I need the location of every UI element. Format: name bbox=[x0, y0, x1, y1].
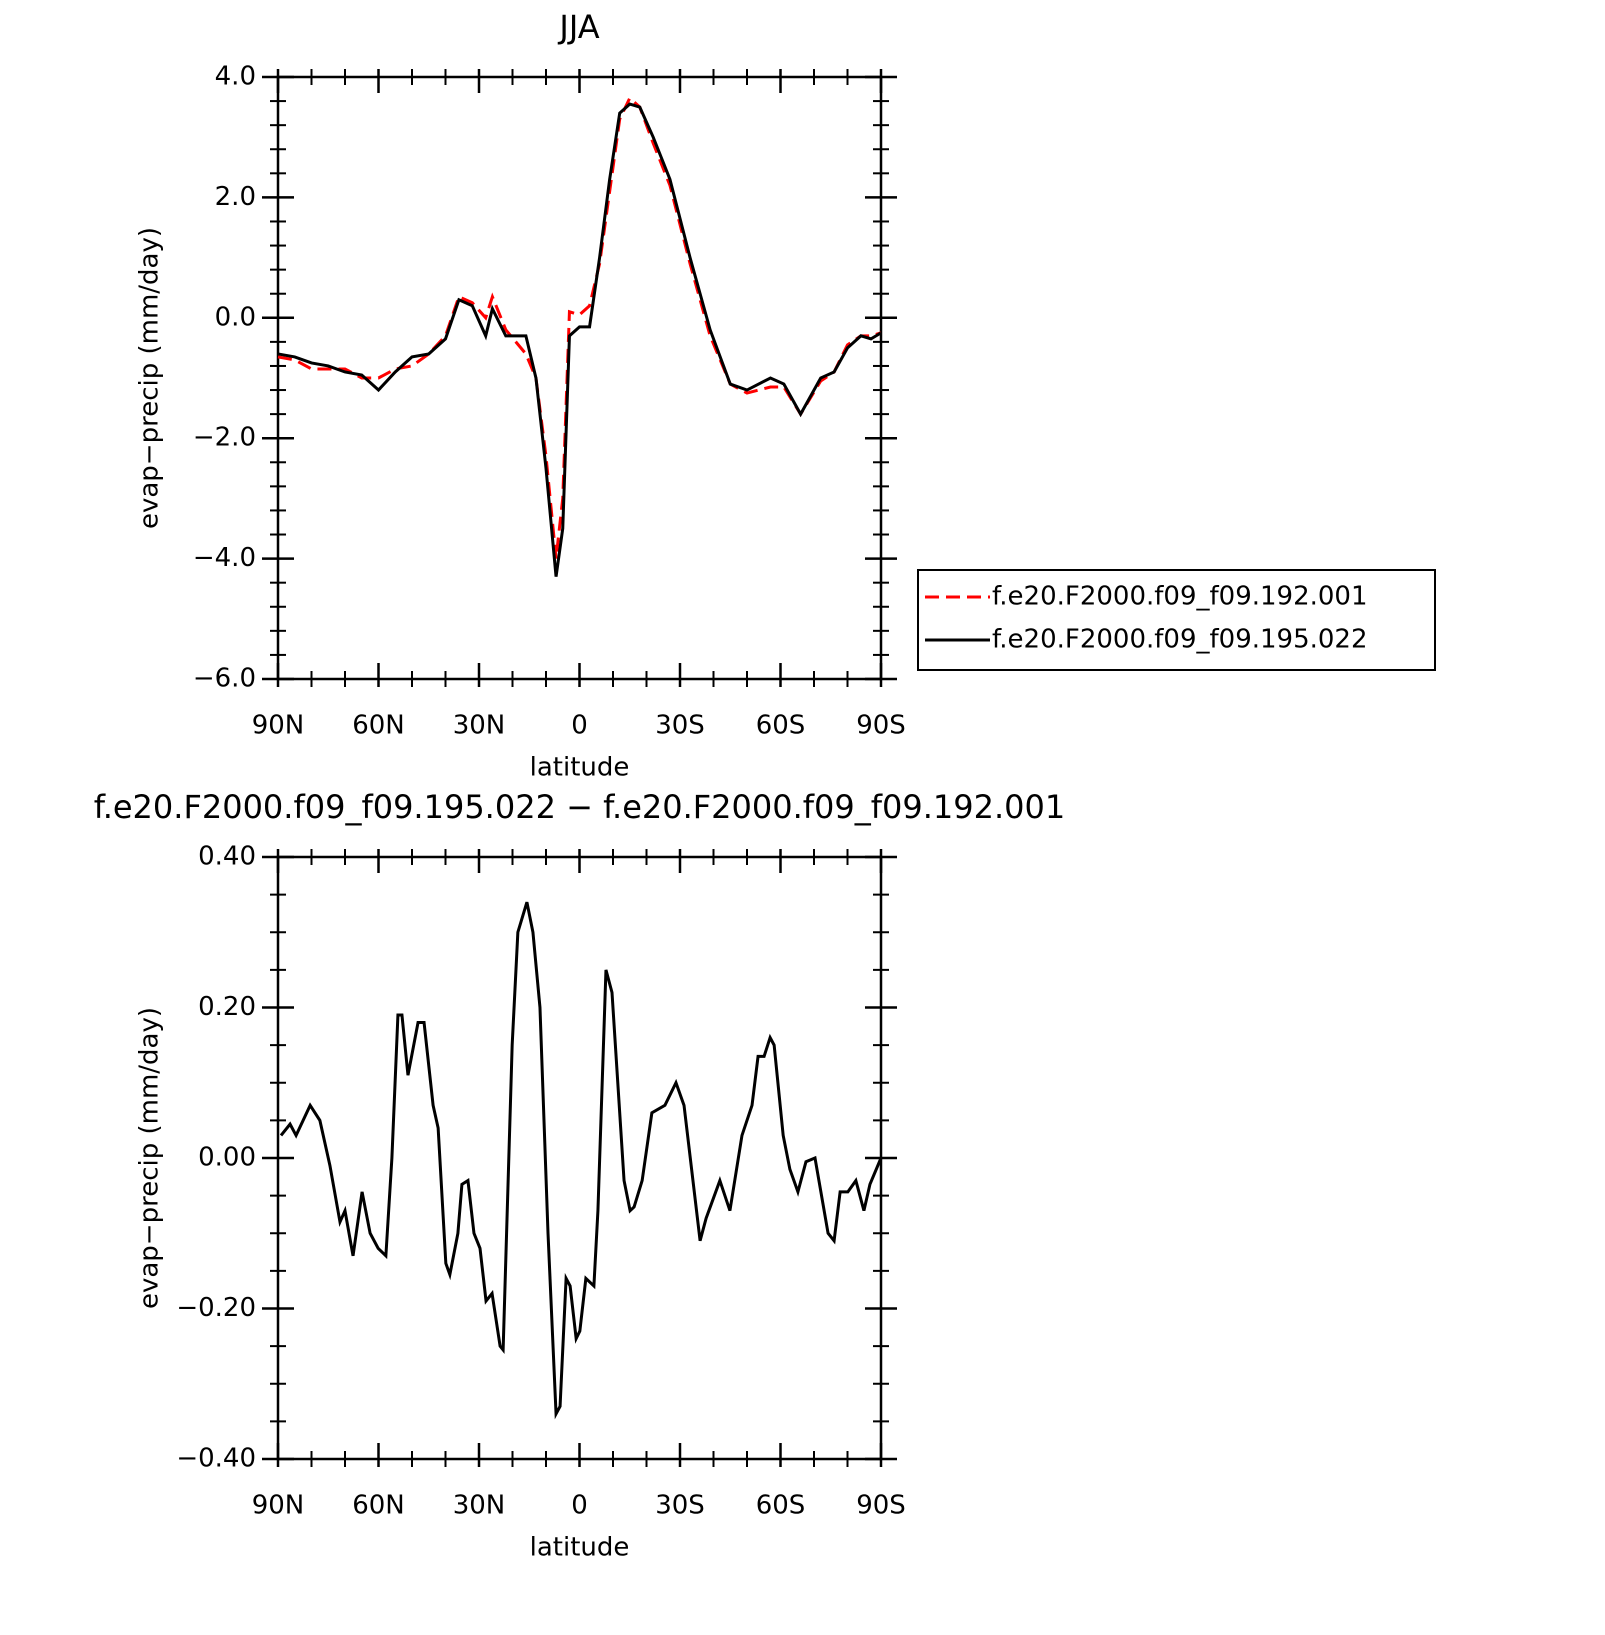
x-tick-label: 60S bbox=[756, 1491, 806, 1521]
x-tick-label: 90S bbox=[856, 711, 906, 741]
x-tick-label: 0 bbox=[571, 1491, 588, 1521]
legend-label: f.e20.F2000.f09_f09.195.022 bbox=[992, 625, 1368, 655]
x-tick-label: 30S bbox=[655, 711, 705, 741]
y-tick-label: −6.0 bbox=[193, 664, 256, 694]
x-tick-label: 60N bbox=[352, 711, 405, 741]
y-axis-label: evap−precip (mm/day) bbox=[135, 1007, 165, 1309]
y-tick-label: 0.00 bbox=[198, 1143, 256, 1173]
chart-title: JJA bbox=[557, 8, 599, 46]
x-tick-label: 90N bbox=[252, 1491, 305, 1521]
x-tick-label: 60N bbox=[352, 1491, 405, 1521]
y-tick-label: 4.0 bbox=[215, 62, 256, 92]
data-line bbox=[279, 901, 883, 1420]
x-tick-label: 60S bbox=[756, 711, 806, 741]
y-tick-label: −0.20 bbox=[176, 1293, 256, 1323]
y-axis-label: evap−precip (mm/day) bbox=[135, 227, 165, 529]
x-tick-label: 30N bbox=[453, 711, 506, 741]
x-tick-label: 30S bbox=[655, 1491, 705, 1521]
y-tick-label: 2.0 bbox=[215, 182, 256, 212]
x-tick-label: 90N bbox=[252, 711, 305, 741]
x-tick-label: 30N bbox=[453, 1491, 506, 1521]
x-axis-label: latitude bbox=[530, 1533, 630, 1563]
y-tick-label: 0.20 bbox=[198, 992, 256, 1022]
y-tick-label: −0.40 bbox=[176, 1444, 256, 1474]
chart-title: f.e20.F2000.f09_f09.195.022 − f.e20.F200… bbox=[94, 788, 1066, 826]
x-axis-label: latitude bbox=[530, 753, 630, 783]
plot-frame bbox=[276, 75, 883, 681]
y-tick-label: −2.0 bbox=[193, 423, 256, 453]
data-line bbox=[277, 102, 882, 577]
legend-box bbox=[917, 569, 1436, 671]
legend-label: f.e20.F2000.f09_f09.192.001 bbox=[992, 582, 1368, 612]
plot-frame bbox=[276, 855, 883, 1461]
x-tick-label: 0 bbox=[571, 711, 588, 741]
y-tick-label: 0.0 bbox=[215, 302, 256, 332]
y-tick-label: −4.0 bbox=[193, 543, 256, 573]
y-tick-label: 0.40 bbox=[198, 842, 256, 872]
x-tick-label: 90S bbox=[856, 1491, 906, 1521]
